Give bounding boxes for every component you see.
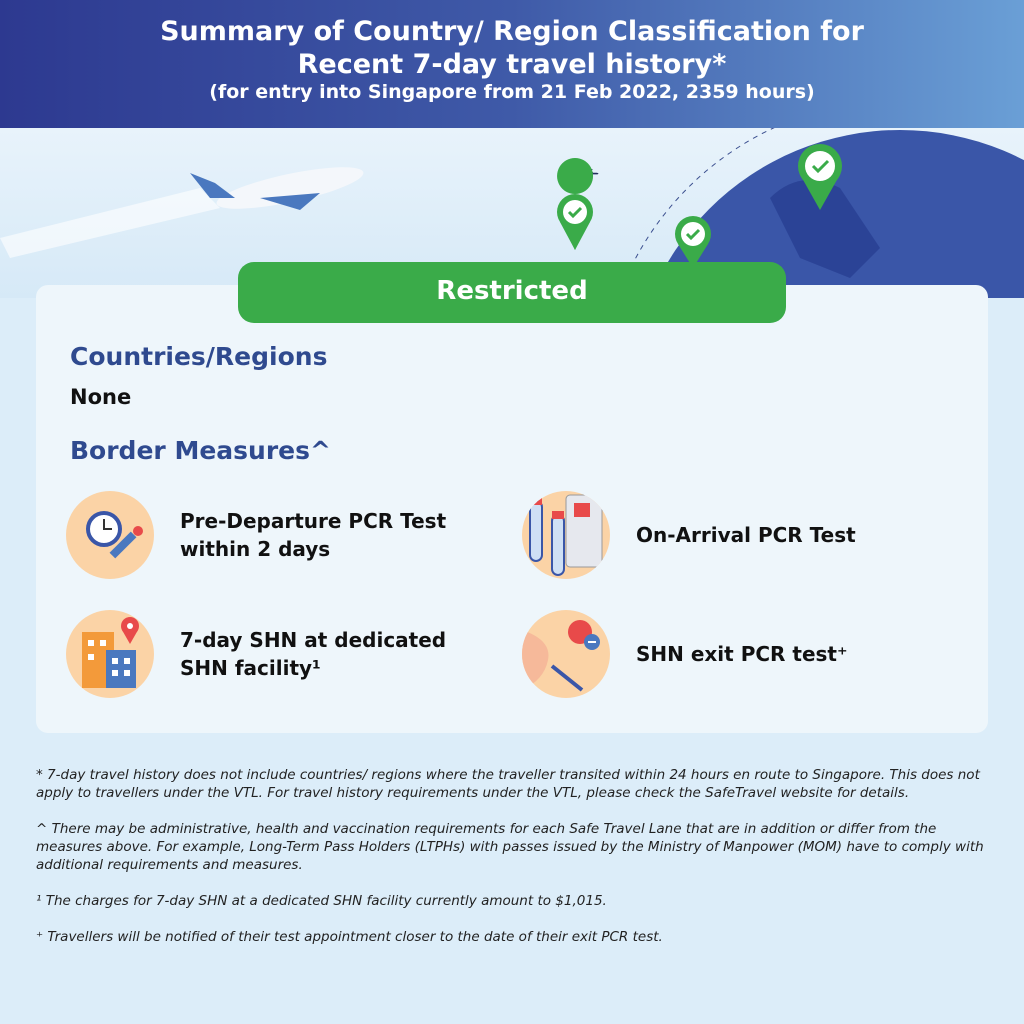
hotel-location-icon — [66, 610, 154, 698]
measure-shn-exit-pcr: SHN exit PCR test⁺ — [522, 610, 848, 698]
measure-label: 7-day SHN at dedicated SHN facility¹ — [180, 628, 447, 680]
measure-shn-facility: 7-day SHN at dedicated SHN facility¹ — [66, 610, 466, 698]
globe-plane-illustration: ✈ — [0, 128, 1024, 298]
airplane-icon — [190, 167, 364, 210]
classification-badge: Restricted — [238, 262, 786, 323]
classification-card — [36, 285, 988, 733]
measure-on-arrival-pcr: On-Arrival PCR Test — [522, 491, 856, 579]
measure-label: On-Arrival PCR Test — [636, 523, 856, 547]
footnote-travel-history: * 7-day travel history does not include … — [36, 767, 980, 801]
measure-pre-departure-pcr: Pre-Departure PCR Test within 2 days — [66, 491, 466, 579]
title-line2: Recent 7-day travel history* — [297, 49, 727, 80]
countries-value: None — [70, 385, 132, 409]
header-banner: Summary of Country/ Region Classificatio… — [0, 0, 1024, 128]
border-measures-heading: Border Measures^ — [70, 436, 331, 465]
footnote-safe-travel-lane: ^ There may be administrative, health an… — [36, 821, 984, 873]
title-line1: Summary of Country/ Region Classificatio… — [160, 16, 864, 47]
measure-label: SHN exit PCR test⁺ — [636, 642, 848, 666]
subtitle: (for entry into Singapore from 21 Feb 20… — [209, 81, 815, 103]
footnote-shn-charges: ¹ The charges for 7-day SHN at a dedicat… — [36, 893, 607, 909]
measure-label: Pre-Departure PCR Test within 2 days — [180, 509, 447, 561]
nasal-swab-icon — [522, 610, 610, 698]
countries-heading: Countries/Regions — [70, 342, 328, 371]
test-tubes-icon — [522, 491, 610, 579]
clock-test-swab-icon — [66, 491, 154, 579]
footnotes: * 7-day travel history does not include … — [36, 766, 986, 964]
footnote-exit-test: ⁺ Travellers will be notified of their t… — [36, 929, 663, 945]
